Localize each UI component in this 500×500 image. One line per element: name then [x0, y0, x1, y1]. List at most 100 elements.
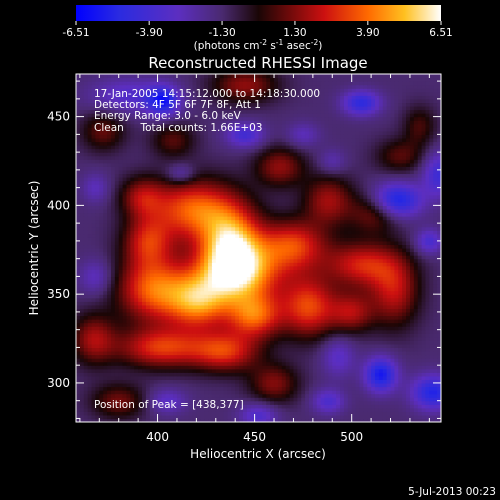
heatmap-cell	[188, 390, 194, 395]
heatmap-cell	[316, 279, 322, 285]
heatmap-cell	[110, 276, 116, 281]
heatmap-cell	[204, 372, 209, 377]
heatmap-cell	[409, 393, 415, 398]
heatmap-cell	[145, 372, 151, 377]
heatmap-cell	[239, 400, 244, 405]
heatmap-cell	[242, 258, 248, 263]
heatmap-cell	[324, 372, 329, 377]
heatmap-cell	[371, 326, 376, 331]
heatmap-cell	[242, 255, 248, 260]
heatmap-cell	[142, 393, 147, 398]
heatmap-cell	[87, 379, 93, 384]
heatmap-cell	[223, 240, 229, 246]
heatmap-cell	[219, 379, 225, 384]
heatmap-cell	[184, 393, 190, 398]
heatmap-cell	[402, 319, 407, 324]
heatmap-cell	[91, 290, 97, 295]
heatmap-cell	[138, 269, 143, 274]
heatmap-cell	[79, 333, 85, 338]
heatmap-cell	[134, 276, 139, 281]
heatmap-cell	[270, 319, 275, 324]
heatmap-cell	[87, 365, 93, 370]
heatmap-cell	[215, 319, 221, 324]
heatmap-cell	[343, 248, 349, 253]
heatmap-cell	[359, 308, 364, 313]
heatmap-cell	[371, 248, 376, 253]
heatmap-cell	[76, 397, 81, 402]
heatmap-cell	[351, 233, 357, 238]
heatmap-cell	[134, 322, 139, 327]
heatmap-cell	[374, 237, 380, 242]
heatmap-cell	[138, 418, 143, 422]
heatmap-cell	[437, 294, 441, 299]
heatmap-cell	[305, 390, 310, 395]
heatmap-cell	[110, 343, 116, 349]
heatmap-cell	[277, 340, 283, 345]
heatmap-cell	[91, 393, 97, 398]
heatmap-cell	[79, 343, 85, 349]
heatmap-cell	[336, 262, 341, 267]
heatmap-cell	[433, 297, 438, 302]
heatmap-cell	[235, 329, 240, 334]
heatmap-cell	[367, 265, 372, 270]
heatmap-cell	[367, 368, 372, 373]
heatmap-cell	[110, 294, 116, 299]
heatmap-cell	[142, 347, 147, 352]
heatmap-cell	[266, 276, 271, 281]
heatmap-cell	[340, 319, 345, 324]
heatmap-cell	[114, 237, 120, 242]
heatmap-cell	[215, 265, 221, 270]
heatmap-cell	[107, 237, 112, 242]
heatmap-cell	[332, 329, 337, 334]
heatmap-cell	[262, 418, 267, 422]
heatmap-cell	[413, 397, 419, 402]
heatmap-cell	[142, 315, 147, 320]
heatmap-cell	[242, 411, 248, 416]
heatmap-cell	[324, 255, 329, 260]
heatmap-cell	[79, 350, 85, 356]
heatmap-cell	[91, 255, 97, 260]
heatmap-cell	[223, 322, 229, 327]
heatmap-cell	[402, 329, 407, 334]
heatmap-cell	[138, 279, 143, 285]
heatmap-cell	[134, 297, 139, 302]
heatmap-cell	[211, 290, 217, 295]
heatmap-cell	[169, 390, 174, 395]
heatmap-cell	[208, 336, 213, 341]
heatmap-cell	[153, 326, 159, 331]
heatmap-cell	[161, 372, 166, 377]
heatmap-cell	[363, 269, 368, 274]
heatmap-cell	[378, 233, 384, 238]
heatmap-cell	[215, 287, 221, 292]
heatmap-cell	[250, 382, 256, 388]
heatmap-cell	[122, 233, 128, 238]
heatmap-cell	[188, 269, 194, 274]
heatmap-cell	[312, 354, 318, 359]
heatmap-cell	[363, 301, 368, 306]
heatmap-cell	[363, 251, 368, 256]
heatmap-cell	[340, 386, 345, 391]
heatmap-cell	[336, 375, 341, 380]
heatmap-cell	[91, 382, 97, 388]
heatmap-cell	[289, 379, 295, 384]
heatmap-cell	[153, 386, 159, 391]
heatmap-cell	[134, 269, 139, 274]
heatmap-cell	[196, 375, 201, 380]
heatmap-cell	[425, 272, 430, 278]
heatmap-cell	[239, 354, 244, 359]
heatmap-cell	[316, 411, 322, 416]
heatmap-cell	[242, 240, 248, 246]
heatmap-cell	[142, 372, 147, 377]
heatmap-cell	[324, 290, 329, 295]
heatmap-cell	[301, 237, 306, 242]
heatmap-cell	[235, 304, 240, 309]
heatmap-cell	[184, 244, 190, 249]
heatmap-cell	[270, 354, 275, 359]
heatmap-cell	[204, 329, 209, 334]
heatmap-cell	[355, 336, 361, 341]
heatmap-cell	[208, 308, 213, 313]
heatmap-cell	[413, 269, 419, 274]
heatmap-cell	[223, 397, 229, 402]
heatmap-cell	[297, 311, 302, 317]
heatmap-cell	[184, 251, 190, 256]
